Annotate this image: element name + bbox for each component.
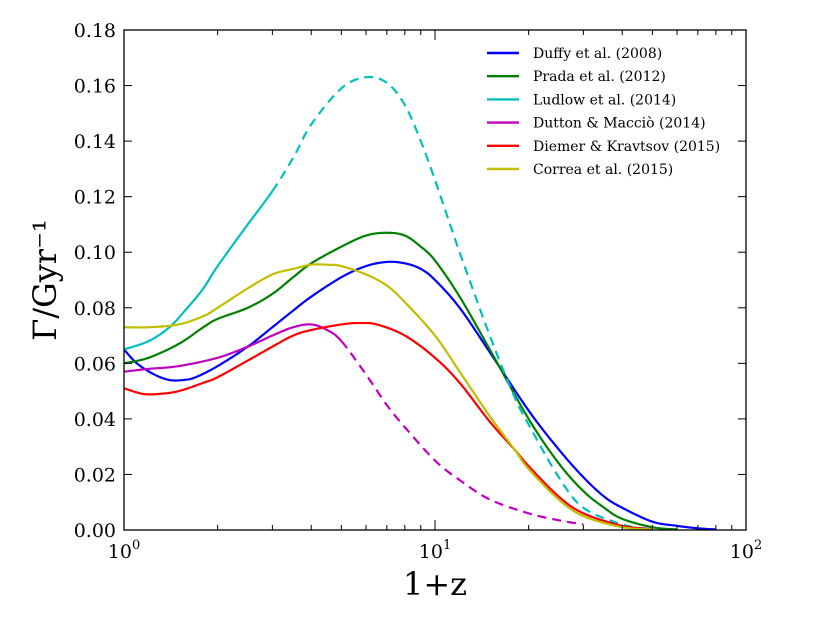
- x-axis-label: 1+z: [403, 565, 467, 603]
- plot-frame: [123, 29, 747, 531]
- y-axis-label: Γ/Gyr⁻¹: [26, 219, 64, 341]
- x-tick-labels: 100 101 102: [108, 538, 762, 563]
- series-4-solid-line: [124, 321, 653, 530]
- legend-label: Diemer & Kravtsov (2015): [533, 139, 720, 155]
- legend: Duffy et al. (2008) Prada et al. (2012) Lu…: [487, 46, 720, 178]
- series-layer: [124, 75, 716, 530]
- series-0-solid-line: [124, 260, 716, 530]
- legend-label: Duffy et al. (2008): [533, 46, 662, 62]
- y-tick-label: 0.08: [74, 298, 116, 320]
- y-tick-labels: 0.00 0.02 0.04 0.06 0.08 0.10 0.12 0.14 0.16 0.18: [74, 20, 116, 542]
- series-3-dashed-line: [340, 340, 584, 526]
- y-tick-label: 0.06: [74, 353, 116, 375]
- legend-label: Dutton & Macciò (2014): [533, 116, 706, 132]
- y-tick-label: 0.10: [74, 242, 116, 264]
- x-tick-label: 100: [108, 538, 140, 563]
- series-2-dashed-line: [271, 75, 653, 530]
- y-tick-label: 0.00: [74, 520, 116, 542]
- series-2-solid-line: [124, 190, 274, 351]
- y-tick-label: 0.18: [74, 20, 116, 42]
- legend-label: Ludlow et al. (2014): [533, 92, 676, 108]
- x-tick-label: 101: [419, 538, 451, 563]
- y-tick-label: 0.16: [74, 76, 116, 98]
- y-tick-label: 0.04: [74, 409, 116, 431]
- series-5-solid-line: [124, 263, 653, 530]
- y-tick-label: 0.02: [74, 464, 116, 486]
- series-1-solid-line: [124, 231, 678, 530]
- x-tick-label: 102: [730, 538, 762, 563]
- y-tick-label: 0.14: [74, 131, 116, 153]
- legend-label: Prada et al. (2012): [533, 69, 666, 85]
- legend-label: Correa et al. (2015): [533, 162, 673, 178]
- series-3-solid-line: [124, 323, 343, 373]
- y-tick-label: 0.12: [74, 187, 116, 209]
